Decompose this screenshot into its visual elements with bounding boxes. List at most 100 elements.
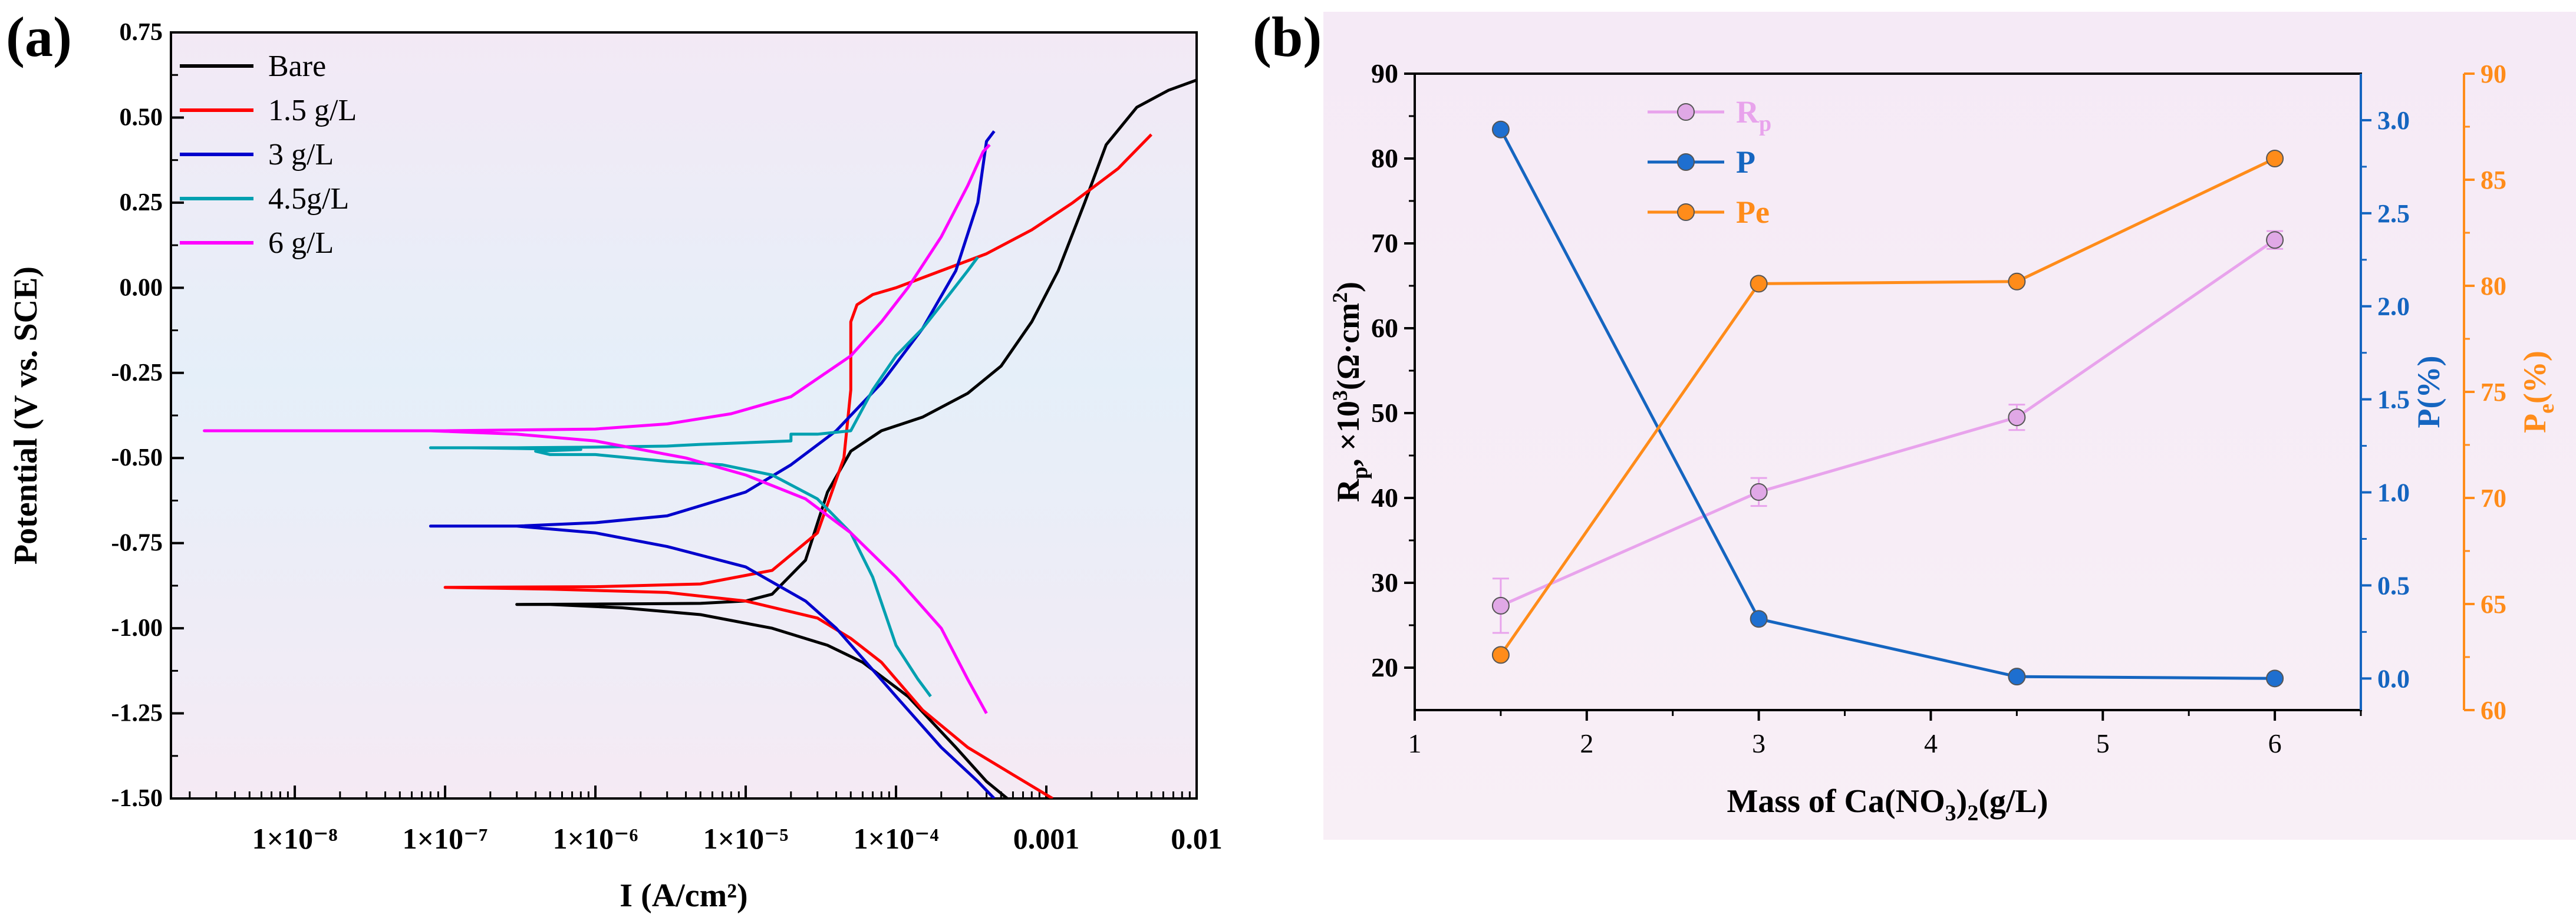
panel-a-label: (a) xyxy=(6,5,72,68)
data-point-r xyxy=(1750,483,1768,501)
panel-b-p-tick-label: 2.5 xyxy=(2377,199,2410,228)
series-line-p xyxy=(1499,128,2275,680)
panel-b-pe-axis-label: Pe(%) xyxy=(2517,351,2559,433)
series-line-4-5g-l xyxy=(429,256,979,698)
legend-label-main: P xyxy=(1736,144,1755,180)
series-line-1-5-g-l xyxy=(443,133,1152,798)
legend-label: P xyxy=(1736,144,1755,180)
panel-a-x-tick-label: 1×10⁻⁶ xyxy=(553,822,638,855)
panel-a-y-tick-label: 0.50 xyxy=(120,104,163,131)
series-line-pe xyxy=(1499,157,2276,656)
data-point-r xyxy=(2266,231,2284,249)
panel-a-x-tick-label: 1×10⁻⁷ xyxy=(403,822,488,855)
panel-b-pe-tick-label: 70 xyxy=(2481,484,2506,513)
data-point-pe xyxy=(2008,272,2026,291)
panel-b-pe-tick-label: 85 xyxy=(2481,166,2506,194)
panel-b-p-tick-label: 0.5 xyxy=(2377,571,2410,600)
panel-b-p-tick-label: 1.5 xyxy=(2377,385,2410,414)
legend-label: Bare xyxy=(268,50,326,83)
panel-b-p-axis-label: P(%) xyxy=(2411,356,2446,428)
legend-label: 1.5 g/L xyxy=(268,94,357,127)
panel-a-y-axis: 0.75 0.50 0.25 0.00 -0.25 -0.50 -0.75 -1.00 -1.2… xyxy=(111,19,184,812)
panel-b-p-tick-label: 3.0 xyxy=(2377,106,2410,135)
panel-a-x-tick-label: 1×10⁻⁵ xyxy=(703,822,789,855)
panel-b-pe-tick-label: 75 xyxy=(2481,378,2506,407)
panel-a-x-tick-label: 0.01 xyxy=(1171,822,1223,855)
data-point-p xyxy=(2008,668,2026,686)
panel-a-y-tick-label: -1.25 xyxy=(111,700,163,727)
legend-label-main: R xyxy=(1736,94,1760,130)
legend-label: Rp xyxy=(1736,94,1771,136)
panel-b-p-tick-label: 0.0 xyxy=(2377,664,2410,693)
legend-marker xyxy=(1677,103,1695,121)
panel-a-x-axis-label: I (A/cm²) xyxy=(620,877,747,914)
panel-b-pe-tick-label: 65 xyxy=(2481,590,2506,619)
legend-marker xyxy=(1677,203,1695,221)
panel-b-x-tick-label: 2 xyxy=(1580,728,1593,758)
legend-label: Pe xyxy=(1736,194,1770,230)
panel-a-y-tick-label: -0.50 xyxy=(111,444,163,471)
series-line-6-g-l xyxy=(203,143,991,714)
legend-label-main: Pe xyxy=(1736,194,1770,230)
panel-b-x-tick-label: 1 xyxy=(1408,728,1422,758)
panel-a-x-tick-label: 0.001 xyxy=(1013,822,1080,855)
panel-b-rp-tick-label: 70 xyxy=(1371,228,1398,258)
legend-label: 4.5g/L xyxy=(268,182,349,216)
data-point-pe xyxy=(1491,646,1510,664)
panel-a: (a) 1×10⁻⁸ 1×10⁻⁷ 1×10⁻⁶ 1×10⁻⁵ 1×10⁻⁴ 0.001 0… xyxy=(6,5,1223,914)
data-point-p xyxy=(2266,669,2284,688)
panel-b-pe-tick-label: 60 xyxy=(2481,696,2506,725)
data-point-p xyxy=(1491,120,1510,138)
panel-a-y-axis-label: Potential (V vs. SCE) xyxy=(8,266,44,565)
panel-b-pe-tick-label: 90 xyxy=(2481,60,2506,88)
panel-a-y-tick-label: 0.75 xyxy=(120,19,163,46)
legend-label: 3 g/L xyxy=(268,138,334,171)
panel-b: (b) 1 2 3 4 5 6 20 30 40 50 60 70 80 90 0.0 0.5 1.0 1.5… xyxy=(1253,5,2576,840)
series-line-3-g-l xyxy=(429,130,996,798)
panel-a-x-tick-label: 1×10⁻⁸ xyxy=(252,822,338,855)
panel-b-x-tick-label: 3 xyxy=(1752,728,1765,758)
panel-b-p-axis: 0.0 0.5 1.0 1.5 2.0 2.5 3.0 xyxy=(2361,106,2410,693)
panel-b-background xyxy=(1323,12,2576,840)
panel-b-rp-axis-label: Rp, ×103(Ω·cm2) xyxy=(1328,282,1372,502)
panel-b-pe-axis: 60 65 70 75 80 85 90 xyxy=(2464,60,2506,725)
panel-a-y-tick-label: 0.00 xyxy=(120,274,163,301)
panel-b-rp-tick-label: 30 xyxy=(1371,567,1398,598)
panel-b-x-axis-label: Mass of Ca(NO3)2(g/L) xyxy=(1727,783,2048,826)
panel-b-rp-tick-label: 40 xyxy=(1371,483,1398,513)
panel-a-y-tick-label: -1.50 xyxy=(111,785,163,812)
panel-b-rp-tick-label: 20 xyxy=(1371,652,1398,682)
panel-a-y-tick-label: 0.25 xyxy=(120,189,163,216)
panel-a-y-tick-label: -0.25 xyxy=(111,359,163,387)
series-line-bare xyxy=(515,78,1197,798)
data-point-r xyxy=(1491,596,1510,615)
panel-b-label: (b) xyxy=(1253,5,1322,68)
panel-a-y-tick-label: -1.00 xyxy=(111,615,163,642)
data-point-p xyxy=(1750,610,1768,628)
panel-b-rp-tick-label: 50 xyxy=(1371,398,1398,428)
panel-b-x-axis: 1 2 3 4 5 6 xyxy=(1408,710,2362,758)
series-line-r xyxy=(1500,239,2276,608)
legend-marker xyxy=(1677,153,1695,171)
panel-a-legend: Bare 1.5 g/L 3 g/L 4.5g/L 6 g/L xyxy=(180,50,357,260)
panel-b-rp-tick-label: 90 xyxy=(1371,58,1398,88)
panel-b-x-tick-label: 6 xyxy=(2268,728,2282,758)
panel-a-series xyxy=(203,78,1197,798)
panel-b-pe-tick-label: 80 xyxy=(2481,272,2506,301)
legend-label: 6 g/L xyxy=(268,226,334,260)
panel-b-p-tick-label: 2.0 xyxy=(2377,292,2410,321)
panel-b-x-tick-label: 4 xyxy=(1924,728,1938,758)
legend-label-sub: p xyxy=(1759,111,1771,136)
panel-b-rp-tick-label: 60 xyxy=(1371,313,1398,343)
panel-a-x-axis: 1×10⁻⁸ 1×10⁻⁷ 1×10⁻⁶ 1×10⁻⁵ 1×10⁻⁴ 0.001 0.01 xyxy=(189,786,1223,855)
data-point-r xyxy=(2008,408,2026,427)
panel-a-plot-area xyxy=(170,31,1198,800)
data-point-pe xyxy=(1750,275,1768,293)
panel-b-p-tick-label: 1.0 xyxy=(2377,478,2410,507)
panel-b-x-tick-label: 5 xyxy=(2096,728,2110,758)
panel-b-rp-axis: 20 30 40 50 60 70 80 90 xyxy=(1371,58,1415,682)
panel-a-y-tick-label: -0.75 xyxy=(111,530,163,557)
panel-a-x-tick-label: 1×10⁻⁴ xyxy=(854,822,939,855)
